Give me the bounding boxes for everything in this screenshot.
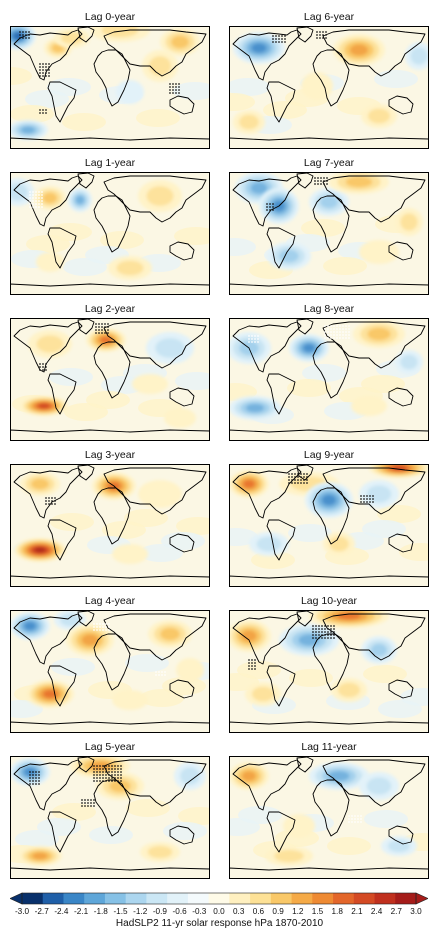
colorbar-swatch xyxy=(125,893,147,904)
colorbar-swatch xyxy=(167,893,189,904)
anomaly-map xyxy=(229,464,429,587)
colorbar-swatch xyxy=(146,893,168,904)
colorbar-swatch xyxy=(395,893,417,904)
panel-title: Lag 0-year xyxy=(84,11,136,23)
colorbar-tick-label: -1.5 xyxy=(113,907,128,916)
colorbar-caption: HadSLP2 11-yr solar response hPa 1870-20… xyxy=(115,918,324,929)
colorbar-tick-label: -0.9 xyxy=(152,907,167,916)
panel-title: Lag 9-year xyxy=(303,449,355,461)
colorbar-tick-label: -0.3 xyxy=(192,907,207,916)
panel-title: Lag 2-year xyxy=(84,303,136,315)
colorbar-tick-label: -2.4 xyxy=(54,907,69,916)
colorbar-swatch xyxy=(291,893,313,904)
colorbar-tick-label: -1.8 xyxy=(93,907,108,916)
panel-title: Lag 6-year xyxy=(303,11,355,23)
anomaly-map xyxy=(10,172,210,295)
anomaly-map xyxy=(10,464,210,587)
colorbar-swatch xyxy=(229,893,251,904)
colorbar-tick-label: -2.7 xyxy=(34,907,49,916)
panel-title: Lag 3-year xyxy=(84,449,136,461)
anomaly-map xyxy=(229,610,429,733)
colorbar-tick-label: -1.2 xyxy=(133,907,148,916)
colorbar-tick-label: 1.2 xyxy=(292,907,304,916)
colorbar-swatch xyxy=(22,893,44,904)
colorbar-swatch xyxy=(270,893,292,904)
colorbar xyxy=(10,892,428,905)
colorbar-tick-label: 1.5 xyxy=(311,907,324,916)
colorbar-tick-label: -3.0 xyxy=(14,907,30,916)
colorbar-tick-label: 2.7 xyxy=(390,907,402,916)
panel-title: Lag 11-year xyxy=(301,741,357,753)
anomaly-map xyxy=(229,756,429,879)
anomaly-map xyxy=(10,610,210,733)
anomaly-map xyxy=(229,26,429,149)
panel-title: Lag 5-year xyxy=(84,741,136,753)
anomaly-map xyxy=(10,756,210,879)
colorbar-low-arrow xyxy=(10,892,23,905)
colorbar-tick-label: 3.0 xyxy=(410,907,422,916)
colorbar-tick-label: 0.3 xyxy=(232,907,245,916)
colorbar-swatch xyxy=(374,893,396,904)
colorbar-swatch xyxy=(312,893,334,904)
colorbar-swatch xyxy=(208,893,230,904)
colorbar-tick-label: 2.1 xyxy=(351,907,363,916)
anomaly-map xyxy=(10,26,210,149)
colorbar-tick-label: 0.9 xyxy=(272,907,284,916)
colorbar-swatch xyxy=(353,893,375,904)
colorbar-tick-label: 0.0 xyxy=(213,907,225,916)
colorbar-tick-label: -0.6 xyxy=(172,907,187,916)
anomaly-map xyxy=(10,318,210,441)
colorbar-tick-label: 0.6 xyxy=(252,907,265,916)
panel-title: Lag 8-year xyxy=(303,303,355,315)
colorbar-swatch xyxy=(250,893,272,904)
colorbar-swatch xyxy=(42,893,64,904)
colorbar-high-arrow xyxy=(415,892,428,905)
anomaly-map xyxy=(229,318,429,441)
colorbar-swatch xyxy=(63,893,85,904)
anomaly-map xyxy=(229,172,429,295)
panel-title: Lag 4-year xyxy=(84,595,136,607)
colorbar-swatch xyxy=(333,893,355,904)
colorbar-tick-label: 1.8 xyxy=(331,907,343,916)
colorbar-tick-labels: -3.0 -2.7 -2.4 -2.1 -1.8 -1.5 -1.2 -0.9 -0.6 -0.3… xyxy=(15,906,422,918)
colorbar-swatch xyxy=(187,893,210,904)
panel-title: Lag 10-year xyxy=(300,595,358,607)
colorbar-tick-label: 2.4 xyxy=(370,907,383,916)
colorbar-tick-label: -2.1 xyxy=(74,907,89,916)
colorbar-swatch xyxy=(84,893,106,904)
panel-title: Lag 7-year xyxy=(303,157,355,169)
colorbar-swatch xyxy=(104,893,127,904)
panel-title: Lag 1-year xyxy=(84,157,136,169)
